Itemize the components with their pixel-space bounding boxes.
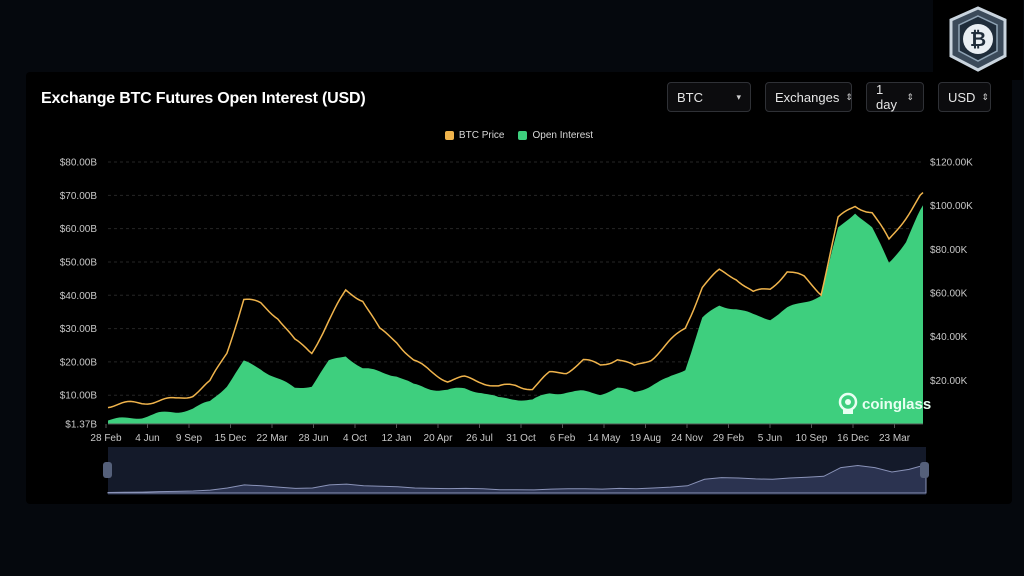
y-left-tick-label: $70.00B (60, 191, 98, 202)
interval-select-label: 1 day (876, 82, 897, 112)
legend-item-btc-price[interactable]: BTC Price (444, 130, 505, 141)
range-navigator[interactable] (103, 447, 929, 495)
x-tick-label: 10 Sep (796, 433, 828, 444)
coinglass-watermark: coinglass (838, 392, 931, 414)
coin-select-label: BTC (677, 89, 703, 105)
y-left-tick-label: $60.00B (60, 224, 98, 235)
legend-item-open-interest[interactable]: Open Interest (518, 130, 593, 141)
y-right-tick-label: $20.00K (930, 376, 968, 387)
updown-chevron-icon: ⇕ (981, 91, 989, 102)
y-right-tick-label: $80.00K (930, 245, 968, 256)
legend-label-oi: Open Interest (532, 130, 594, 141)
navigator-handle-right[interactable] (920, 462, 929, 478)
currency-select-label: USD (948, 89, 976, 105)
exchanges-select[interactable]: Exchanges ⇕ (765, 82, 853, 112)
currency-select[interactable]: USD ⇕ (938, 82, 991, 112)
exchanges-select-label: Exchanges (775, 89, 840, 105)
y-left-tick-label: $40.00B (60, 291, 98, 302)
x-tick-label: 23 Mar (879, 433, 911, 444)
x-tick-label: 29 Feb (713, 433, 745, 444)
btc-price-line (107, 192, 924, 409)
x-tick-label: 20 Apr (424, 433, 454, 444)
x-tick-label: 28 Jun (298, 433, 328, 444)
x-tick-label: 5 Jun (758, 433, 782, 444)
interval-select[interactable]: 1 day ⇕ (866, 82, 924, 112)
y-axis-left: $1.37B $10.00B $20.00B $30.00B $40.00B $50.00… (60, 158, 98, 431)
x-tick-label: 16 Dec (837, 433, 869, 444)
x-tick-label: 12 Jan (381, 433, 411, 444)
coinglass-logo-icon (838, 392, 858, 414)
x-tick-label: 19 Aug (630, 433, 661, 444)
x-tick-label: 9 Sep (176, 433, 203, 444)
x-tick-label: 22 Mar (256, 433, 288, 444)
bitcoin-badge-logo: ₿ (933, 0, 1023, 80)
y-left-tick-label: $20.00B (60, 357, 98, 368)
caret-down-icon: ▾ (736, 91, 741, 102)
x-tick-label: 4 Jun (135, 433, 159, 444)
y-right-tick-label: $100.00K (930, 201, 973, 212)
bitcoin-badge-icon: ₿ (949, 6, 1007, 72)
x-tick-label: 14 May (588, 433, 621, 444)
x-tick-label: 15 Dec (215, 433, 247, 444)
coin-select[interactable]: BTC ▾ (667, 82, 751, 112)
legend-swatch-price (444, 131, 454, 140)
legend-swatch-oi (518, 131, 528, 140)
open-interest-area (108, 205, 923, 424)
x-tick-label: 24 Nov (671, 433, 703, 444)
y-right-tick-label: $40.00K (930, 332, 968, 343)
watermark-text: coinglass (862, 396, 931, 413)
x-tick-label: 26 Jul (466, 433, 493, 444)
chart-legend: BTC Price Open Interest (26, 130, 1012, 141)
x-tick-label: 4 Oct (343, 433, 367, 444)
y-right-tick-label: $60.00K (930, 289, 968, 300)
legend-label-price: BTC Price (458, 130, 505, 141)
bitcoin-symbol: ₿ (970, 29, 986, 51)
x-tick-label: 31 Oct (506, 433, 536, 444)
y-left-tick-label: $1.37B (65, 420, 97, 431)
chart-title: Exchange BTC Futures Open Interest (USD) (41, 90, 366, 107)
updown-chevron-icon: ⇕ (906, 91, 914, 102)
y-left-tick-label: $50.00B (60, 257, 98, 268)
navigator-area (107, 463, 927, 494)
x-tick-label: 6 Feb (550, 433, 576, 444)
x-axis: 28 Feb 4 Jun 9 Sep 15 Dec 22 Mar 28 Jun 4 Oct 1… (90, 424, 911, 444)
y-right-tick-label: $120.00K (930, 158, 973, 169)
updown-chevron-icon: ⇕ (845, 91, 853, 102)
navigator-handle-left[interactable] (103, 462, 112, 478)
y-left-tick-label: $10.00B (60, 391, 98, 402)
y-left-tick-label: $80.00B (60, 158, 98, 169)
y-axis-right: $20.00K $40.00K $60.00K $80.00K $100.00K $120… (930, 158, 973, 387)
x-tick-label: 28 Feb (90, 433, 122, 444)
y-left-tick-label: $30.00B (60, 324, 98, 335)
